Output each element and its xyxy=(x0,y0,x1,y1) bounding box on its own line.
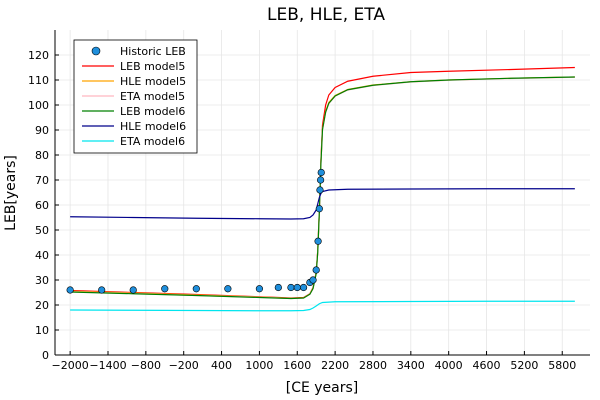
y-axis-title: LEB[years] xyxy=(3,155,19,231)
y-tick-label: 70 xyxy=(35,174,49,187)
x-tick-label: −2000 xyxy=(52,359,89,372)
legend-label-historic-leb: Historic LEB xyxy=(120,45,186,58)
data-point-historic-leb xyxy=(274,283,282,292)
legend-label-hle-model6: HLE model6 xyxy=(120,120,186,133)
legend-label-hle-model5: HLE model5 xyxy=(120,75,186,88)
legend-marker-historic-leb xyxy=(91,46,101,56)
x-tick-label: 3400 xyxy=(397,359,425,372)
y-tick-label: 40 xyxy=(35,249,49,262)
data-point-historic-leb xyxy=(224,285,232,293)
y-tick-label: 60 xyxy=(35,199,49,212)
data-point-historic-leb xyxy=(317,176,325,184)
data-point-historic-leb xyxy=(98,286,106,294)
data-point-historic-leb xyxy=(161,285,169,293)
y-tick-label: 80 xyxy=(35,149,49,162)
data-point-historic-leb xyxy=(309,276,317,284)
x-tick-label: 5800 xyxy=(548,359,576,372)
data-point-historic-leb xyxy=(192,285,200,293)
data-point-historic-leb xyxy=(299,283,308,292)
y-tick-label: 110 xyxy=(28,74,49,87)
data-point-historic-leb xyxy=(315,205,323,213)
y-tick-label: 100 xyxy=(28,99,49,112)
data-point-historic-leb xyxy=(293,283,301,292)
legend: Historic LEB LEB model5 HLE model5 ETA mode… xyxy=(73,39,198,154)
data-point-historic-leb xyxy=(314,237,322,245)
data-point-historic-leb xyxy=(129,286,137,294)
x-tick-label: −200 xyxy=(169,359,199,372)
x-tick-label: 1000 xyxy=(245,359,273,372)
x-tick-label: 2800 xyxy=(359,359,387,372)
data-point-historic-leb xyxy=(66,286,74,294)
y-tick-label: 10 xyxy=(35,324,49,337)
y-tick-label: 20 xyxy=(35,299,49,312)
series-line-eta-model6 xyxy=(70,300,575,312)
x-tick-label: 1600 xyxy=(283,359,311,372)
x-tick-label: −800 xyxy=(131,359,161,372)
y-tick-label: 90 xyxy=(35,124,49,137)
chart-title: LEB, HLE, ETA xyxy=(267,5,385,25)
x-tick-label: 400 xyxy=(211,359,232,372)
x-tick-label: −1400 xyxy=(89,359,126,372)
legend-box xyxy=(73,39,198,154)
data-point-historic-leb xyxy=(255,285,264,293)
x-tick-label: 4600 xyxy=(473,359,501,372)
y-tick-label: 30 xyxy=(35,274,49,287)
x-tick-label: 5200 xyxy=(510,359,538,372)
data-point-historic-leb xyxy=(316,186,324,194)
y-tick-label: 120 xyxy=(28,49,49,62)
data-point-historic-leb xyxy=(287,283,295,292)
legend-label-eta-model5: ETA model5 xyxy=(120,90,185,103)
legend-label-leb-model5: LEB model5 xyxy=(120,60,185,73)
legend-label-leb-model6: LEB model6 xyxy=(120,105,185,118)
x-axis-title: [CE years] xyxy=(286,380,359,396)
legend-label-eta-model6: ETA model6 xyxy=(120,135,185,148)
data-point-historic-leb xyxy=(312,266,320,274)
y-tick-label: 0 xyxy=(42,349,49,362)
x-tick-label: 4000 xyxy=(435,359,463,372)
x-tick-label: 2200 xyxy=(321,359,349,372)
y-tick-label: 50 xyxy=(35,224,49,237)
data-point-historic-leb xyxy=(317,168,325,177)
